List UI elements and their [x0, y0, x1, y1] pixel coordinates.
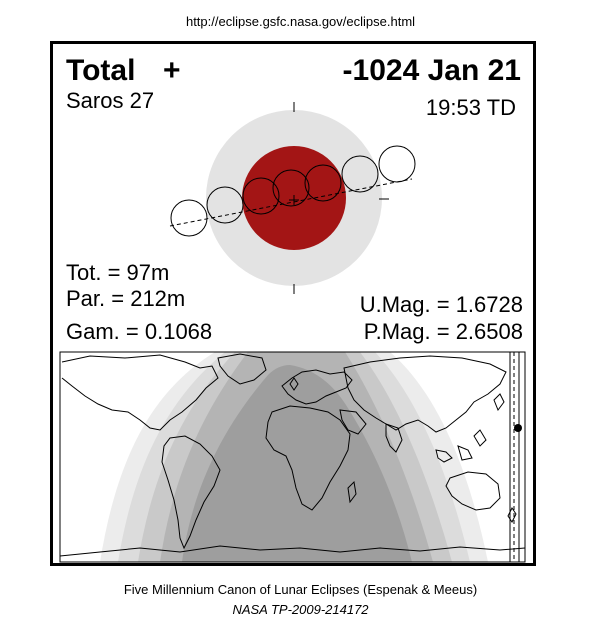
eclipse-date: -1024 Jan 21: [342, 54, 521, 87]
eclipse-type-symbol: +: [163, 54, 181, 87]
greatest-eclipse-point: [514, 424, 522, 432]
umbral-magnitude: U.Mag. = 1.6728: [359, 292, 523, 317]
totality-duration: Tot. = 97m: [66, 260, 170, 285]
eclipse-panel: [50, 41, 536, 566]
moon-position-7: [378, 145, 416, 183]
visibility-map: [59, 351, 526, 563]
moon-position-6: [341, 155, 379, 193]
source-url[interactable]: http://eclipse.gsfc.nasa.gov/eclipse.htm…: [185, 14, 416, 29]
moon-position-2: [206, 186, 244, 224]
canon-credit: Five Millennium Canon of Lunar Eclipses …: [123, 582, 478, 597]
eclipse-night-zone: [182, 365, 412, 562]
map-border: [59, 351, 526, 563]
moon-position-4: [272, 169, 310, 207]
penumbral-magnitude: P.Mag. = 2.6508: [363, 319, 523, 344]
moon-track-lines: [509, 352, 520, 562]
moon-position-3: [242, 177, 280, 215]
shadow-center-mark: [289, 195, 299, 205]
shadow-diagram: [169, 102, 416, 294]
nasa-reference: NASA TP-2009-214172: [232, 602, 369, 617]
gamma-value: Gam. = 0.1068: [66, 319, 213, 344]
eclipse-type: Total: [66, 54, 136, 87]
partial-duration: Par. = 212m: [66, 286, 186, 311]
moon-position-5: [304, 164, 342, 202]
moon-path-line: [169, 178, 413, 227]
moon-position-1: [170, 199, 208, 237]
saros-number: Saros 27: [66, 88, 155, 113]
continent-outlines: [60, 353, 525, 557]
eclipse-time: 19:53 TD: [425, 95, 516, 120]
